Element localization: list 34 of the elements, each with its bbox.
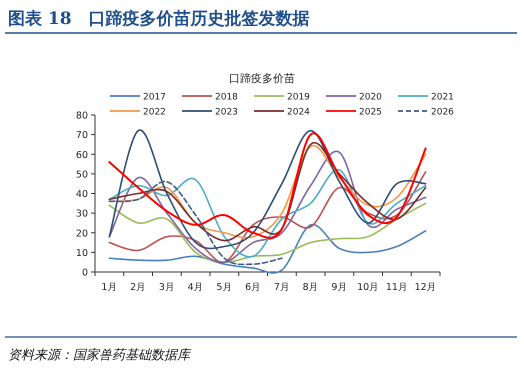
legend-label: 2017 [143, 92, 166, 102]
x-tick-label: 11月 [386, 282, 408, 293]
x-tick-label: 7月 [274, 282, 290, 293]
x-tick-label: 3月 [158, 282, 175, 293]
chart-title: 图表 18 口蹄疫多价苗历史批签发数据 [8, 9, 310, 29]
legend-label: 2018 [215, 92, 238, 102]
legend-label: 2024 [287, 108, 310, 118]
y-tick-label: 50 [76, 169, 88, 180]
x-tick-label: 12月 [414, 282, 437, 293]
legend-label: 2023 [215, 108, 238, 118]
y-tick-label: 70 [76, 130, 88, 142]
x-tick-label: 5月 [216, 282, 232, 293]
x-tick-label: 10月 [357, 282, 380, 293]
x-tick-label: 6月 [245, 282, 262, 293]
y-tick-label: 0 [82, 268, 88, 278]
x-tick-label: 2月 [130, 282, 146, 293]
x-tick-label: 1月 [101, 282, 118, 293]
x-tick-label: 8月 [302, 282, 319, 293]
legend-label: 2025 [359, 108, 382, 118]
chart-subtitle: 口蹄疫多价苗 [229, 72, 295, 85]
y-tick-label: 80 [76, 110, 88, 122]
x-tick-label: 4月 [188, 282, 204, 293]
legend-label: 2019 [287, 92, 310, 102]
legend-label: 2021 [431, 92, 454, 102]
text: 资料来源：国家兽药基础数据库 [8, 347, 192, 363]
legend-label: 2022 [143, 108, 166, 118]
y-tick-label: 10 [76, 248, 88, 259]
legend-label: 2020 [359, 92, 382, 102]
legend-label: 2026 [431, 108, 454, 118]
y-tick-label: 60 [76, 150, 88, 161]
y-tick-label: 40 [76, 189, 88, 200]
y-tick-label: 20 [76, 228, 88, 240]
y-tick-label: 30 [76, 208, 88, 220]
x-tick-label: 9月 [331, 282, 348, 293]
